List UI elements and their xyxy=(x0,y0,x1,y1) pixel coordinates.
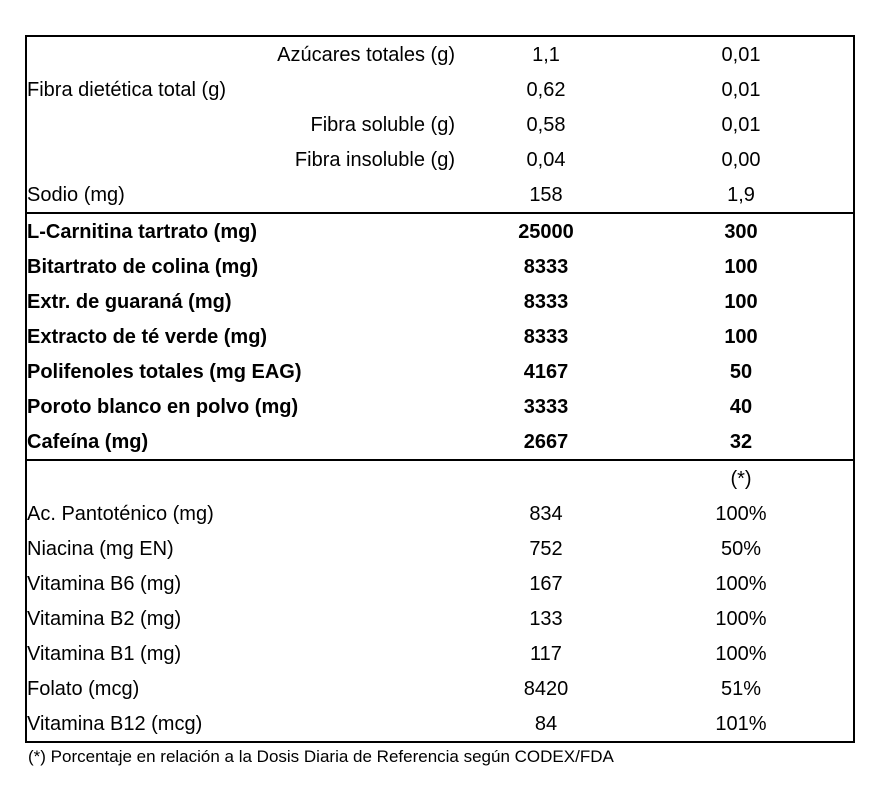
row-label-cell: Vitamina B1 (mg) xyxy=(27,642,182,665)
value-col1-cell: 0,58 xyxy=(526,113,566,136)
value-col1-cell: 3333 xyxy=(523,395,569,418)
table-row: Extr. de guaraná (mg) 8333 100 xyxy=(26,284,854,319)
table-row: Vitamina B6 (mg) 167 100% xyxy=(26,566,854,601)
row-label-cell: Bitartrato de colina (mg) xyxy=(27,255,259,278)
row-label-cell: Folato (mcg) xyxy=(27,677,140,700)
table-row: Bitartrato de colina (mg) 8333 100 xyxy=(26,249,854,284)
value-col2-cell: 101% xyxy=(715,712,767,735)
table-row: (*) xyxy=(26,459,854,496)
value-col1-cell: 834 xyxy=(529,502,563,525)
value-col2-cell: 100 xyxy=(724,255,758,278)
value-col2-cell: 0,01 xyxy=(721,113,761,136)
value-col1-cell: 25000 xyxy=(463,212,629,249)
row-label-cell: Vitamina B6 (mg) xyxy=(27,572,182,595)
table-row: Vitamina B12 (mcg) 84 101% xyxy=(26,706,854,742)
value-col2-cell: 0,01 xyxy=(721,43,761,66)
value-col1-cell: 1,1 xyxy=(532,43,560,66)
row-label-cell: Cafeína (mg) xyxy=(27,430,149,453)
value-col1-cell: 2667 xyxy=(523,430,569,453)
value-col1-cell: 133 xyxy=(529,607,563,630)
nutrition-table: Azúcares totales (g) 1,1 0,01 Fibra dietéti… xyxy=(25,35,855,743)
value-col2-cell: 50 xyxy=(729,360,753,383)
row-label-cell: Azúcares totales (g) xyxy=(277,43,455,66)
row-label-cell: Extracto de té verde (mg) xyxy=(27,325,268,348)
value-col2-cell: 0,00 xyxy=(721,148,761,171)
value-col2-cell: 1,9 xyxy=(727,183,755,206)
value-col1-cell: 752 xyxy=(529,537,563,560)
value-col2-cell: 100% xyxy=(715,607,767,630)
table-section-fibers-sugars-sodium: Azúcares totales (g) 1,1 0,01 Fibra dietéti… xyxy=(26,36,854,213)
footnote-text: (*) Porcentaje en relación a la Dosis Di… xyxy=(28,747,614,766)
row-label-cell xyxy=(26,459,463,496)
value-col1-cell: 167 xyxy=(529,572,563,595)
value-col1-cell: 0,04 xyxy=(526,148,566,171)
table-row: Vitamina B1 (mg) 117 100% xyxy=(26,636,854,671)
value-col2-cell: 100% xyxy=(715,502,767,525)
value-col1-cell: 8420 xyxy=(523,677,569,700)
row-label-cell: Fibra soluble (g) xyxy=(310,113,455,136)
row-label-cell: Vitamina B2 (mg) xyxy=(27,607,182,630)
table-row: L-Carnitina tartrato (mg) 25000 300 xyxy=(26,212,854,249)
value-col2-cell: 51% xyxy=(720,677,762,700)
row-label-cell: Fibra insoluble (g) xyxy=(294,148,455,171)
table-row: Extracto de té verde (mg) 8333 100 xyxy=(26,319,854,354)
value-col1-cell: 8333 xyxy=(523,290,569,313)
table-row: Fibra insoluble (g) 0,04 0,00 xyxy=(26,142,854,177)
value-col2-cell: 100% xyxy=(715,642,767,665)
row-label-cell: Sodio (mg) xyxy=(27,183,125,206)
value-col1-cell: 117 xyxy=(530,642,562,665)
value-col1-cell: 8333 xyxy=(523,325,569,348)
table-row: Fibra soluble (g) 0,58 0,01 xyxy=(26,107,854,142)
value-col2-cell: 100 xyxy=(724,290,758,313)
row-label-cell: Polifenoles totales (mg EAG) xyxy=(27,360,302,383)
table-row: Poroto blanco en polvo (mg) 3333 40 xyxy=(26,389,854,424)
row-label-cell: L-Carnitina tartrato (mg) xyxy=(26,212,463,249)
value-col1-cell: 84 xyxy=(534,712,558,735)
value-col2-cell: 0,01 xyxy=(721,78,761,101)
row-label-cell: Poroto blanco en polvo (mg) xyxy=(27,395,299,418)
value-col2-cell: (*) xyxy=(629,459,854,496)
table-row: Niacina (mg EN) 752 50% xyxy=(26,531,854,566)
table-row: Azúcares totales (g) 1,1 0,01 xyxy=(26,36,854,72)
table-row: Polifenoles totales (mg EAG) 4167 50 xyxy=(26,354,854,389)
value-col2-cell: 100% xyxy=(715,572,767,595)
value-col1-cell: 158 xyxy=(529,183,563,206)
value-col2-cell: 100 xyxy=(724,325,758,348)
table-row: Fibra dietética total (g) 0,62 0,01 xyxy=(26,72,854,107)
table-row: Folato (mcg) 8420 51% xyxy=(26,671,854,706)
row-label-cell: Vitamina B12 (mcg) xyxy=(27,712,203,735)
value-col1-cell: 0,62 xyxy=(526,78,566,101)
row-label-cell: Fibra dietética total (g) xyxy=(27,78,226,101)
table-row: Cafeína (mg) 2667 32 xyxy=(26,424,854,460)
table-row: Ac. Pantoténico (mg) 834 100% xyxy=(26,496,854,531)
table-section-vitamins: (*) Ac. Pantoténico (mg) 834 100% Niacina (m… xyxy=(26,459,854,742)
table-row: Sodio (mg) 158 1,9 xyxy=(26,177,854,213)
value-col1-cell xyxy=(463,459,629,496)
value-col1-cell: 4167 xyxy=(523,360,569,383)
row-label-cell: Ac. Pantoténico (mg) xyxy=(27,502,214,525)
row-label-cell: Extr. de guaraná (mg) xyxy=(27,290,232,313)
table-section-active-ingredients: L-Carnitina tartrato (mg) 25000 300 Bitartr… xyxy=(26,212,854,460)
value-col2-cell: 32 xyxy=(729,430,753,453)
value-col2-cell: 300 xyxy=(629,212,854,249)
value-col2-cell: 40 xyxy=(729,395,753,418)
value-col1-cell: 8333 xyxy=(523,255,569,278)
value-col2-cell: 50% xyxy=(720,537,762,560)
row-label-cell: Niacina (mg EN) xyxy=(27,537,174,560)
table-row: Vitamina B2 (mg) 133 100% xyxy=(26,601,854,636)
